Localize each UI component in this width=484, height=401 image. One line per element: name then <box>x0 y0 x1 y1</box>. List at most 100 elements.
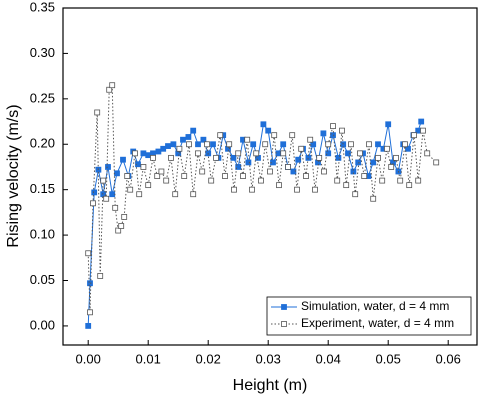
data-point <box>388 164 395 170</box>
data-point <box>250 141 257 148</box>
x-tick-label: 0.05 <box>376 351 401 366</box>
data-point <box>260 121 267 128</box>
legend-marker <box>281 304 287 310</box>
data-point <box>418 118 425 125</box>
data-point <box>204 141 210 148</box>
data-point <box>213 154 219 161</box>
data-point <box>348 141 354 148</box>
data-point <box>366 141 372 148</box>
data-point <box>312 186 318 193</box>
plot-frame <box>62 7 478 346</box>
data-point <box>172 191 179 198</box>
data-point <box>217 132 224 139</box>
data-point <box>370 195 377 202</box>
data-point <box>249 186 255 193</box>
data-point <box>285 164 291 170</box>
data-point <box>424 150 431 157</box>
data-point <box>289 132 296 139</box>
data-point <box>270 159 276 166</box>
y-tick-label: 0.10 <box>30 227 55 242</box>
legend-marker <box>281 321 287 327</box>
data-point <box>195 141 201 148</box>
data-point <box>343 182 350 189</box>
data-point <box>420 127 426 134</box>
data-point <box>384 145 390 152</box>
data-point <box>176 145 183 152</box>
x-tick-label: 0.06 <box>436 351 461 366</box>
data-point <box>321 168 327 175</box>
data-point <box>339 127 345 134</box>
data-point <box>145 152 152 159</box>
data-point <box>109 191 116 198</box>
data-point <box>345 150 351 157</box>
data-point <box>112 204 119 211</box>
data-point <box>235 164 242 170</box>
data-point <box>385 121 392 128</box>
data-point <box>280 150 287 157</box>
data-point <box>357 150 363 157</box>
data-point <box>121 214 128 220</box>
data-point <box>97 273 104 279</box>
data-point <box>87 280 93 287</box>
data-point <box>267 168 273 175</box>
data-point <box>405 145 411 152</box>
data-point <box>411 132 417 139</box>
data-point <box>140 150 147 157</box>
data-point <box>276 182 282 189</box>
data-point <box>160 145 167 152</box>
legend-box <box>266 296 472 336</box>
data-point <box>106 86 113 93</box>
data-point <box>136 191 143 198</box>
data-point <box>163 177 170 184</box>
y-axis-title: Rising velocity (m/s) <box>5 104 22 247</box>
legend: Simulation, water, d = 4 mm Experiment, w… <box>266 296 472 336</box>
data-point <box>85 250 92 257</box>
data-point <box>103 195 110 202</box>
data-point <box>298 145 305 152</box>
y-tick-label: 0.15 <box>30 181 55 196</box>
data-point <box>100 177 107 184</box>
data-point <box>140 164 147 170</box>
data-point <box>132 150 138 157</box>
data-point <box>334 177 341 184</box>
data-point <box>280 141 287 148</box>
data-point <box>190 191 197 198</box>
legend-label: Experiment, water, d = 4 mm <box>301 316 454 330</box>
data-point <box>370 159 377 166</box>
data-point <box>186 141 192 148</box>
data-point <box>406 182 413 189</box>
data-point <box>181 173 188 179</box>
data-point <box>271 132 278 139</box>
data-point <box>158 168 165 175</box>
data-point <box>330 123 336 129</box>
data-point <box>275 150 282 157</box>
data-point <box>150 154 156 161</box>
data-point <box>258 177 264 184</box>
data-point <box>307 136 314 143</box>
data-point <box>245 159 252 166</box>
data-point <box>120 156 126 163</box>
data-point <box>231 186 237 193</box>
data-point <box>265 127 272 134</box>
data-point <box>433 159 440 166</box>
data-point <box>330 132 336 139</box>
data-point <box>118 223 125 229</box>
data-point <box>170 141 177 148</box>
x-tick-label: 0.02 <box>196 351 221 366</box>
data-point <box>226 141 233 148</box>
data-point <box>253 150 260 157</box>
data-point <box>85 323 92 329</box>
data-point <box>114 170 120 177</box>
data-point <box>295 156 302 163</box>
data-point <box>355 159 362 166</box>
data-point <box>145 182 152 189</box>
data-point <box>320 130 327 137</box>
data-point <box>352 191 359 198</box>
y-tick-label: 0.25 <box>30 90 55 105</box>
data-point <box>127 186 134 193</box>
data-point <box>94 109 101 116</box>
data-point <box>124 173 131 179</box>
data-point <box>316 154 323 161</box>
data-point <box>180 136 186 143</box>
